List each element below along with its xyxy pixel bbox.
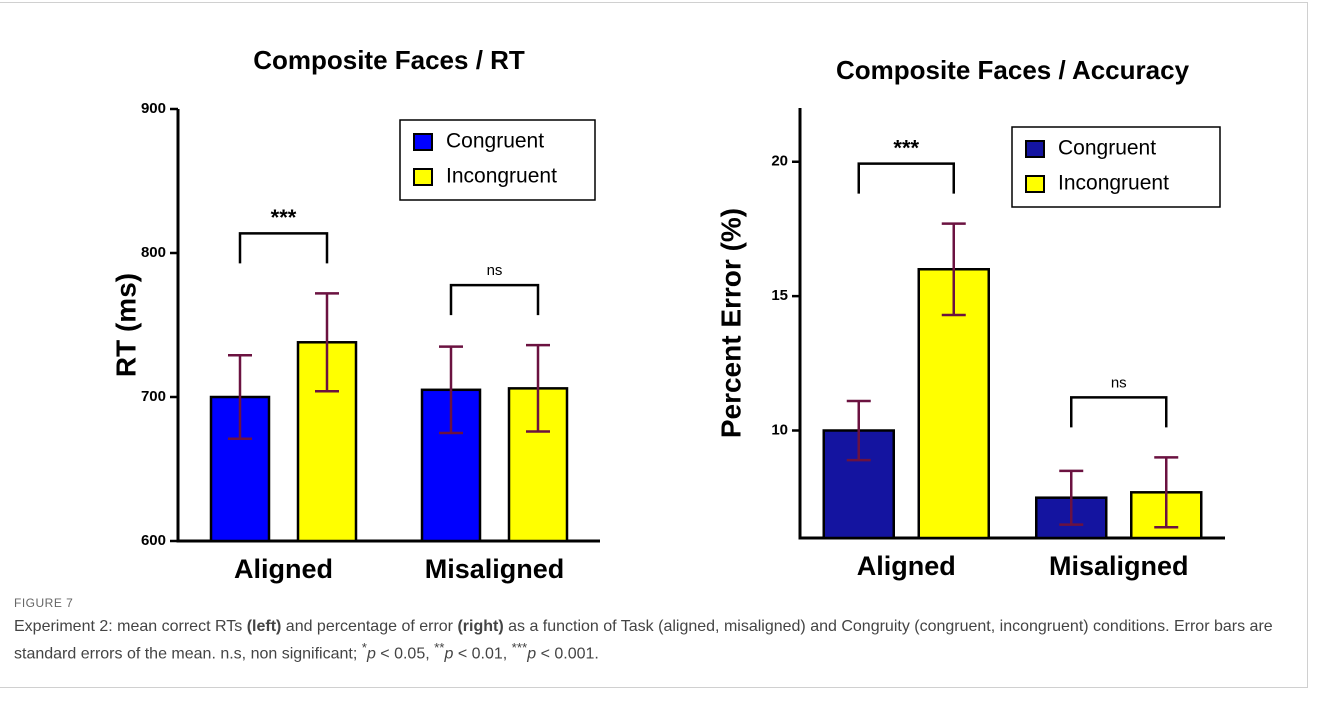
x-tick-label: Aligned xyxy=(234,554,333,584)
legend-label: Incongruent xyxy=(1058,172,1169,195)
error-bar xyxy=(1154,456,1179,529)
significance-bracket xyxy=(238,232,329,264)
error-bar xyxy=(941,222,966,317)
caption-part: < 0.01, xyxy=(453,645,512,663)
caption-part: p xyxy=(527,645,537,663)
caption-part: p xyxy=(366,645,376,663)
caption: FIGURE 7 Experiment 2: mean correct RTs … xyxy=(14,596,1294,664)
error-bar xyxy=(228,353,252,441)
legend-swatch xyxy=(1025,140,1045,158)
caption-part: Experiment 2: mean correct RTs xyxy=(14,618,247,635)
caption-part: (right) xyxy=(457,618,504,635)
y-tick-label: 700 xyxy=(141,388,166,405)
significance-bracket xyxy=(857,162,955,194)
caption-part: < 0.001. xyxy=(536,645,599,663)
significance-bracket xyxy=(1070,396,1168,428)
caption-part: as a function of Task (aligned, misalign… xyxy=(14,618,1273,663)
caption-part: and percentage of error xyxy=(281,618,458,635)
y-tick-label: 600 xyxy=(141,532,166,549)
caption-part: (left) xyxy=(246,618,282,635)
y-tick-label: 800 xyxy=(141,244,166,261)
error-bar xyxy=(1059,469,1084,526)
significance-label: *** xyxy=(893,135,919,160)
x-tick-label: Misaligned xyxy=(1049,551,1189,581)
y-tick-label: 10 xyxy=(771,421,788,438)
error-bar xyxy=(439,345,463,435)
legend-box xyxy=(1011,126,1221,208)
chart-title: Composite Faces / Accuracy xyxy=(836,55,1190,85)
legend-swatch xyxy=(413,133,433,151)
legend-swatch xyxy=(1025,175,1045,193)
legend-label: Incongruent xyxy=(446,165,557,188)
error-bar xyxy=(846,399,871,462)
chart-title: Composite Faces / RT xyxy=(253,45,525,75)
significance-label: *** xyxy=(271,205,297,230)
figure-frame xyxy=(0,2,1308,688)
legend-swatch xyxy=(413,168,433,186)
caption-part: *** xyxy=(511,640,528,655)
legend-label: Congruent xyxy=(446,130,544,153)
caption-text: Experiment 2: mean correct RTs (left) an… xyxy=(14,616,1294,664)
significance-bracket xyxy=(449,283,540,316)
caption-part: * xyxy=(361,640,367,655)
y-axis-label: Percent Error (%) xyxy=(715,208,746,438)
error-bar xyxy=(315,292,339,393)
figure-label: FIGURE 7 xyxy=(14,596,74,610)
y-axis-label: RT (ms) xyxy=(110,273,141,377)
y-tick-label: 15 xyxy=(771,287,788,304)
caption-part: ** xyxy=(434,640,445,655)
y-tick-label: 20 xyxy=(771,153,788,170)
x-tick-label: Aligned xyxy=(857,551,956,581)
y-tick-label: 900 xyxy=(141,100,166,117)
caption-part: < 0.05, xyxy=(375,645,435,663)
chart: Composite Faces / RT RT (ms) 600 700 800 900 A… xyxy=(110,45,1225,584)
caption-part: p xyxy=(444,645,454,663)
x-tick-label: Misaligned xyxy=(425,554,565,584)
error-bar xyxy=(526,343,550,433)
significance-label: ns xyxy=(487,262,503,279)
significance-label: ns xyxy=(1111,374,1127,391)
legend-label: Congruent xyxy=(1058,137,1156,160)
